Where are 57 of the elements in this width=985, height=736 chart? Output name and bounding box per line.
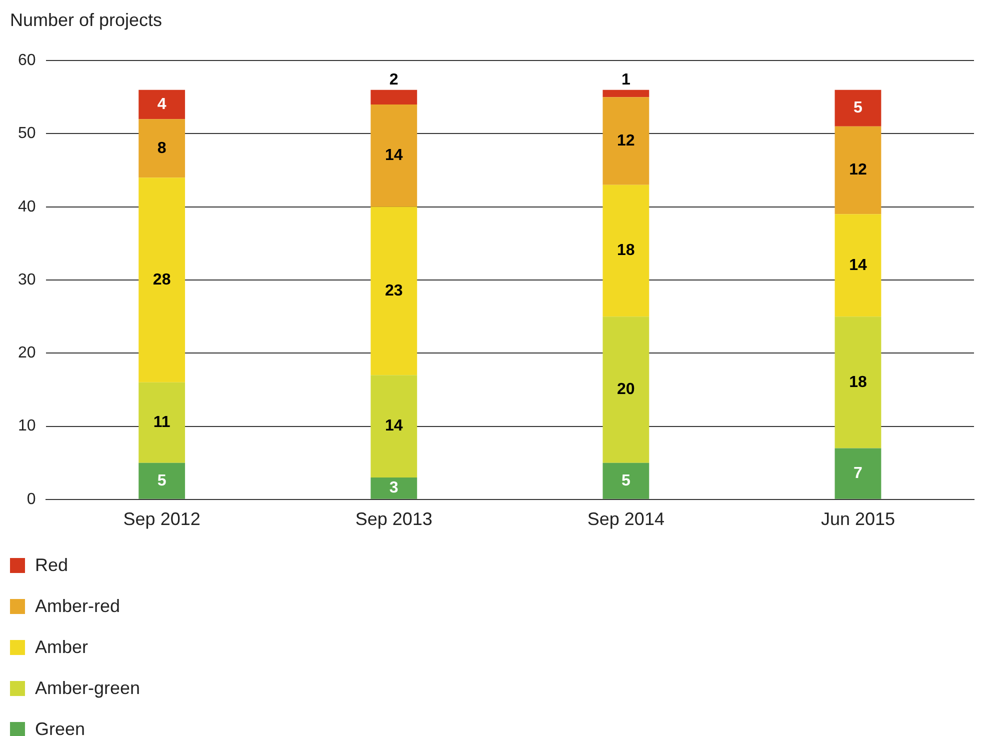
data-label: 20 [617,381,635,398]
bar [370,477,418,499]
bar [602,97,650,185]
data-label: 14 [384,418,403,435]
bar [834,316,882,448]
bar [138,382,186,463]
bar [370,375,418,478]
data-label: 23 [384,282,403,300]
data-label: 5 [157,472,166,490]
y-tick-label: 40 [18,198,36,216]
y-tick-label: 10 [18,418,36,435]
bar [370,90,418,104]
bar [370,206,418,376]
data-label: 12 [849,162,867,179]
data-label: 8 [157,140,166,157]
y-tick-label: 20 [18,344,36,362]
bar [602,184,650,317]
legend-label: Amber [35,637,88,658]
x-tick-label: Sep 2014 [587,509,664,530]
data-label: 14 [849,256,867,274]
data-label: 12 [617,132,635,150]
bar [834,90,882,126]
bar [370,104,418,207]
bar [834,214,882,317]
bar [602,462,650,499]
data-label: 5 [854,100,863,117]
data-label: 18 [849,374,867,391]
y-axis-title: Number of projects [10,10,164,31]
data-label: 5 [621,472,630,490]
data-label: 4 [157,96,166,113]
bar [138,462,186,499]
x-tick-label: Sep 2012 [123,509,200,530]
bar [138,119,186,178]
bar [138,90,186,120]
y-tick-label: 0 [26,490,36,508]
data-label: 1 [621,71,630,88]
data-label: 7 [854,464,863,482]
bar [602,316,650,463]
legend-label: Red [35,555,68,576]
legend-label: Amber-green [35,678,140,699]
data-label: 18 [617,242,635,260]
legend-label: Green [35,719,86,736]
bar [834,448,882,499]
bar [602,90,650,98]
x-tick-label: Jun 2015 [820,509,896,530]
data-label: 11 [153,414,170,432]
x-tick-label: Sep 2013 [355,509,432,530]
bar [834,126,882,214]
y-tick-label: 60 [18,52,36,70]
data-label: 28 [152,271,171,288]
data-label: 3 [389,480,398,497]
y-tick-label: 50 [18,125,36,142]
data-label: 14 [384,147,403,164]
legend-label: Amber-red [35,596,120,617]
bar [138,178,186,382]
y-tick-label: 30 [18,271,36,288]
data-label: 2 [389,71,398,88]
